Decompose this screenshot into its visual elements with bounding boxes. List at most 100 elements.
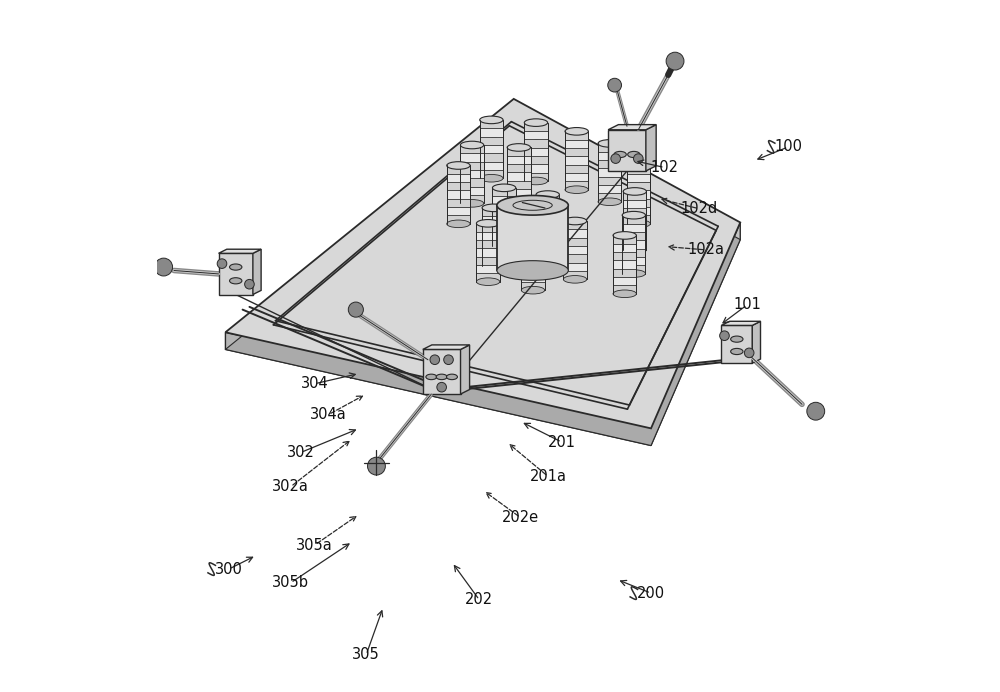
Polygon shape	[461, 345, 470, 394]
Ellipse shape	[492, 184, 516, 192]
Polygon shape	[565, 140, 588, 148]
Circle shape	[245, 280, 254, 289]
Text: 201a: 201a	[530, 469, 567, 484]
Circle shape	[348, 302, 363, 317]
Polygon shape	[460, 145, 484, 154]
Ellipse shape	[230, 277, 242, 284]
Polygon shape	[526, 242, 549, 250]
Polygon shape	[623, 225, 646, 233]
Polygon shape	[536, 228, 559, 236]
Ellipse shape	[436, 374, 447, 380]
Polygon shape	[524, 122, 548, 131]
Polygon shape	[524, 172, 548, 181]
Polygon shape	[536, 194, 559, 203]
Polygon shape	[524, 131, 548, 139]
Polygon shape	[563, 263, 587, 271]
Ellipse shape	[614, 152, 626, 158]
Polygon shape	[627, 207, 650, 215]
Ellipse shape	[447, 162, 470, 170]
Polygon shape	[526, 217, 549, 225]
Polygon shape	[423, 345, 470, 349]
Polygon shape	[598, 168, 621, 176]
Polygon shape	[482, 250, 505, 258]
Ellipse shape	[622, 270, 645, 277]
Text: 302a: 302a	[272, 480, 309, 494]
Text: 101: 101	[733, 298, 761, 312]
Polygon shape	[622, 224, 645, 232]
Polygon shape	[476, 232, 500, 240]
Text: 102a: 102a	[687, 242, 724, 257]
Polygon shape	[492, 196, 516, 205]
Polygon shape	[482, 258, 505, 266]
Polygon shape	[721, 321, 761, 325]
Polygon shape	[447, 165, 470, 174]
Polygon shape	[482, 242, 505, 250]
Polygon shape	[627, 190, 650, 199]
Ellipse shape	[460, 141, 484, 149]
Ellipse shape	[507, 144, 531, 152]
Polygon shape	[721, 325, 752, 363]
Polygon shape	[623, 200, 646, 208]
Circle shape	[666, 52, 684, 70]
Polygon shape	[565, 131, 588, 140]
Polygon shape	[752, 321, 761, 363]
Polygon shape	[476, 240, 500, 248]
Circle shape	[634, 154, 643, 163]
Polygon shape	[460, 195, 484, 203]
Polygon shape	[447, 215, 470, 224]
Text: 202e: 202e	[502, 510, 539, 525]
Polygon shape	[521, 248, 545, 257]
Polygon shape	[521, 232, 545, 240]
Polygon shape	[447, 199, 470, 207]
Polygon shape	[598, 185, 621, 194]
Polygon shape	[447, 190, 470, 199]
Polygon shape	[613, 260, 636, 268]
Ellipse shape	[426, 374, 437, 380]
Polygon shape	[524, 156, 548, 164]
Polygon shape	[225, 99, 740, 428]
Polygon shape	[608, 125, 656, 130]
Polygon shape	[492, 221, 516, 230]
Ellipse shape	[627, 161, 650, 169]
Polygon shape	[627, 199, 650, 207]
Circle shape	[720, 331, 729, 340]
Ellipse shape	[731, 348, 743, 354]
Ellipse shape	[627, 220, 650, 228]
Polygon shape	[482, 216, 505, 224]
Polygon shape	[627, 182, 650, 190]
Polygon shape	[536, 244, 559, 253]
Polygon shape	[460, 154, 484, 162]
Polygon shape	[507, 181, 531, 189]
Circle shape	[608, 78, 622, 92]
Polygon shape	[507, 164, 531, 172]
Ellipse shape	[622, 211, 645, 219]
Polygon shape	[613, 268, 636, 277]
Ellipse shape	[563, 217, 587, 225]
Text: 305b: 305b	[272, 575, 309, 590]
Polygon shape	[627, 215, 650, 224]
Polygon shape	[536, 203, 559, 211]
Polygon shape	[563, 221, 587, 229]
Polygon shape	[476, 273, 500, 282]
Polygon shape	[507, 172, 531, 181]
Polygon shape	[524, 164, 548, 172]
Polygon shape	[622, 240, 645, 248]
Polygon shape	[598, 143, 621, 152]
Polygon shape	[480, 136, 503, 145]
Polygon shape	[563, 255, 587, 263]
Polygon shape	[476, 265, 500, 273]
Polygon shape	[526, 233, 549, 242]
Polygon shape	[460, 170, 484, 179]
Circle shape	[155, 258, 173, 276]
Ellipse shape	[507, 202, 531, 210]
Ellipse shape	[492, 242, 516, 250]
Circle shape	[807, 402, 825, 420]
Polygon shape	[507, 147, 531, 156]
Polygon shape	[536, 236, 559, 244]
Ellipse shape	[230, 264, 242, 270]
Text: 100: 100	[774, 139, 802, 154]
Polygon shape	[460, 162, 484, 170]
Polygon shape	[460, 179, 484, 187]
Polygon shape	[651, 222, 740, 446]
Polygon shape	[622, 215, 645, 224]
